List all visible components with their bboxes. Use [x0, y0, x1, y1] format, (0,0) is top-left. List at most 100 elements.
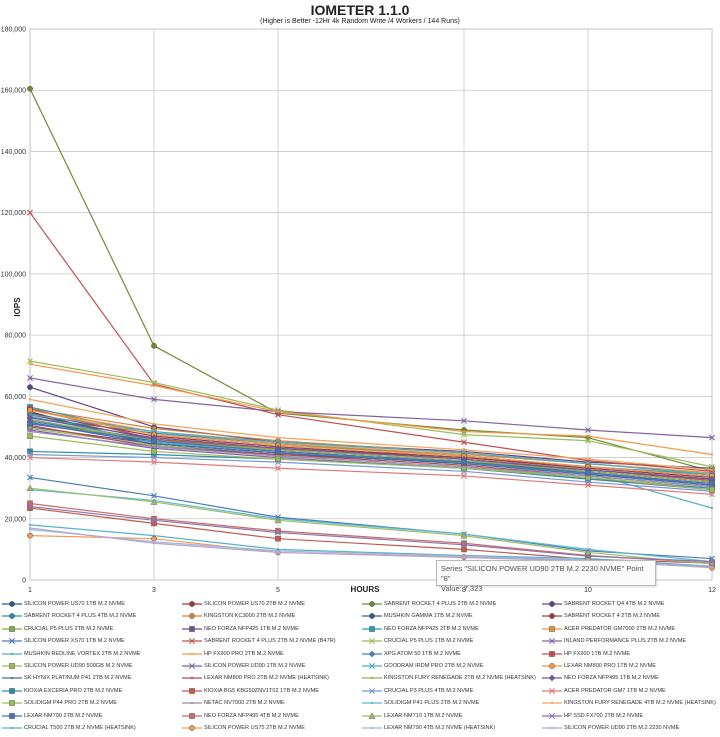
- legend-marker[interactable]: [189, 687, 195, 694]
- data-point[interactable]: [151, 535, 157, 542]
- legend-item[interactable]: SILICON POWER US75 2TB M.2 NVME: [182, 722, 305, 734]
- legend-item[interactable]: CRUCIAL P5 PLUS 1TB M.2 NVME: [362, 635, 473, 647]
- legend-item[interactable]: GOODRAM IRDM PRO 2TB M.2 NVME: [362, 660, 483, 672]
- legend-marker[interactable]: [9, 638, 15, 645]
- data-point[interactable]: [151, 515, 157, 522]
- legend-item[interactable]: SABRENT ROCKET 4 2TB M.2 NVME: [542, 610, 660, 622]
- data-point[interactable]: [585, 470, 591, 476]
- legend-marker[interactable]: [10, 652, 14, 655]
- data-point[interactable]: [461, 541, 467, 548]
- data-point[interactable]: [152, 384, 156, 387]
- legend-marker[interactable]: [549, 663, 555, 669]
- data-point[interactable]: [462, 448, 466, 452]
- series-line[interactable]: [29, 377, 713, 439]
- legend-marker[interactable]: [549, 687, 555, 694]
- data-point[interactable]: [27, 474, 33, 481]
- data-point[interactable]: [151, 342, 157, 349]
- legend-item[interactable]: CRUCIAL P3 PLUS 4TB M.2 NVME: [362, 685, 473, 697]
- legend-item[interactable]: XPG ATOM 50 1TB M.2 NVME: [362, 648, 461, 660]
- series-line[interactable]: [29, 212, 713, 472]
- legend-marker[interactable]: [549, 625, 555, 632]
- legend-item[interactable]: SABRENT ROCKET 4 PLUS 2TB M.2 NVME (B47R…: [182, 635, 336, 647]
- data-point[interactable]: [585, 437, 591, 444]
- legend-item[interactable]: SABRENT ROCKET 4 PLUS 4TB M.2 NVME: [2, 610, 136, 622]
- data-point[interactable]: [150, 498, 158, 505]
- data-point[interactable]: [709, 463, 715, 470]
- legend-marker[interactable]: [369, 687, 375, 694]
- legend-item[interactable]: NEO FORZA NFP495 4TB M.2 NVME: [182, 710, 299, 722]
- legend-item[interactable]: SK HYNIX PLATINUM P41 2TB M.2 NVME: [2, 672, 131, 684]
- data-point[interactable]: [151, 396, 157, 403]
- data-point[interactable]: [275, 535, 281, 542]
- legend-item[interactable]: NEO FORZA NFP495 1TB M.2 NVME: [542, 672, 659, 684]
- data-point[interactable]: [462, 556, 466, 559]
- legend-item[interactable]: SOLIDIGM P41 PLUS 2TB M.2 NVME: [362, 697, 479, 709]
- legend-item[interactable]: NEO FORZA NFP425 2TB M.2 NVME: [362, 623, 479, 635]
- data-point[interactable]: [710, 506, 714, 510]
- legend-item[interactable]: SILICON POWER UD90 500GB M.2 NVME: [2, 660, 133, 672]
- legend-marker[interactable]: [9, 687, 15, 694]
- legend-marker[interactable]: [9, 601, 15, 607]
- data-point[interactable]: [152, 422, 156, 425]
- data-point[interactable]: [276, 551, 280, 554]
- legend-item[interactable]: LEXAR NM790 2TB M.2 NVME: [2, 710, 102, 722]
- legend-marker[interactable]: [369, 638, 375, 645]
- legend-item[interactable]: HP SSD FX700 2TB M.2 NVME: [542, 710, 643, 722]
- legend-marker[interactable]: [549, 712, 555, 719]
- series-line[interactable]: [29, 398, 713, 471]
- data-point[interactable]: [28, 363, 32, 366]
- data-point[interactable]: [460, 532, 468, 539]
- data-point[interactable]: [152, 542, 156, 545]
- data-point[interactable]: [27, 421, 33, 427]
- series-line[interactable]: [29, 417, 713, 480]
- series-line[interactable]: [29, 88, 713, 472]
- series-line[interactable]: [29, 418, 713, 483]
- legend-marker[interactable]: [9, 625, 15, 632]
- data-point[interactable]: [27, 374, 33, 381]
- legend-item[interactable]: KINGSTON FURY RENEGADE 2TB M.2 NVME (HEA…: [362, 672, 536, 684]
- data-point[interactable]: [585, 482, 591, 489]
- legend-item[interactable]: SABRENT ROCKET 4 PLUS 2TB M.2 NVME: [362, 598, 496, 610]
- data-point[interactable]: [586, 457, 590, 461]
- data-point[interactable]: [709, 558, 715, 565]
- data-point[interactable]: [585, 427, 591, 433]
- data-point[interactable]: [275, 529, 281, 536]
- data-point[interactable]: [461, 439, 467, 446]
- legend-marker[interactable]: [9, 613, 15, 620]
- data-point[interactable]: [710, 453, 714, 456]
- legend-marker[interactable]: [370, 677, 374, 680]
- data-point[interactable]: [461, 472, 467, 479]
- data-point[interactable]: [462, 465, 466, 468]
- legend-item[interactable]: LEXAR NM800 PRO 1TB M.2 NVME: [542, 660, 656, 672]
- legend-marker[interactable]: [549, 638, 555, 645]
- legend-marker[interactable]: [10, 677, 14, 680]
- data-point[interactable]: [276, 454, 280, 458]
- legend-marker[interactable]: [369, 613, 375, 620]
- data-point[interactable]: [27, 85, 33, 92]
- data-point[interactable]: [276, 410, 280, 413]
- legend-marker[interactable]: [189, 625, 195, 632]
- data-point[interactable]: [275, 448, 281, 455]
- legend-marker[interactable]: [369, 601, 375, 607]
- legend-item[interactable]: KIOXIA BG5 KBG50ZNV1T02 1TB M.2 NVME: [182, 685, 319, 697]
- legend-item[interactable]: SILICON POWER XS70 1TB M.2 NVME: [2, 635, 125, 647]
- legend-marker[interactable]: [190, 677, 194, 680]
- data-point[interactable]: [28, 430, 32, 433]
- data-point[interactable]: [151, 459, 157, 466]
- legend-marker[interactable]: [549, 613, 555, 620]
- data-point[interactable]: [27, 358, 33, 365]
- legend-item[interactable]: KIOXIA EXCERIA PRO 2TB M.2 NVME: [2, 685, 122, 697]
- legend-marker[interactable]: [370, 702, 374, 705]
- legend-marker[interactable]: [368, 650, 376, 657]
- legend-item[interactable]: LEXAR NM790 4TB M.2 NVME (HEATSINK): [362, 722, 495, 734]
- series-line[interactable]: [29, 430, 713, 488]
- series-line[interactable]: [29, 453, 713, 492]
- data-point[interactable]: [276, 549, 280, 553]
- legend-marker[interactable]: [9, 712, 15, 719]
- legend-marker[interactable]: [549, 601, 555, 607]
- data-point[interactable]: [584, 548, 592, 556]
- legend-marker[interactable]: [549, 650, 555, 657]
- data-point[interactable]: [27, 454, 33, 461]
- legend-item[interactable]: NEO FORZA NFP425 1TB M.2 NVME: [182, 623, 299, 635]
- data-point[interactable]: [275, 528, 281, 534]
